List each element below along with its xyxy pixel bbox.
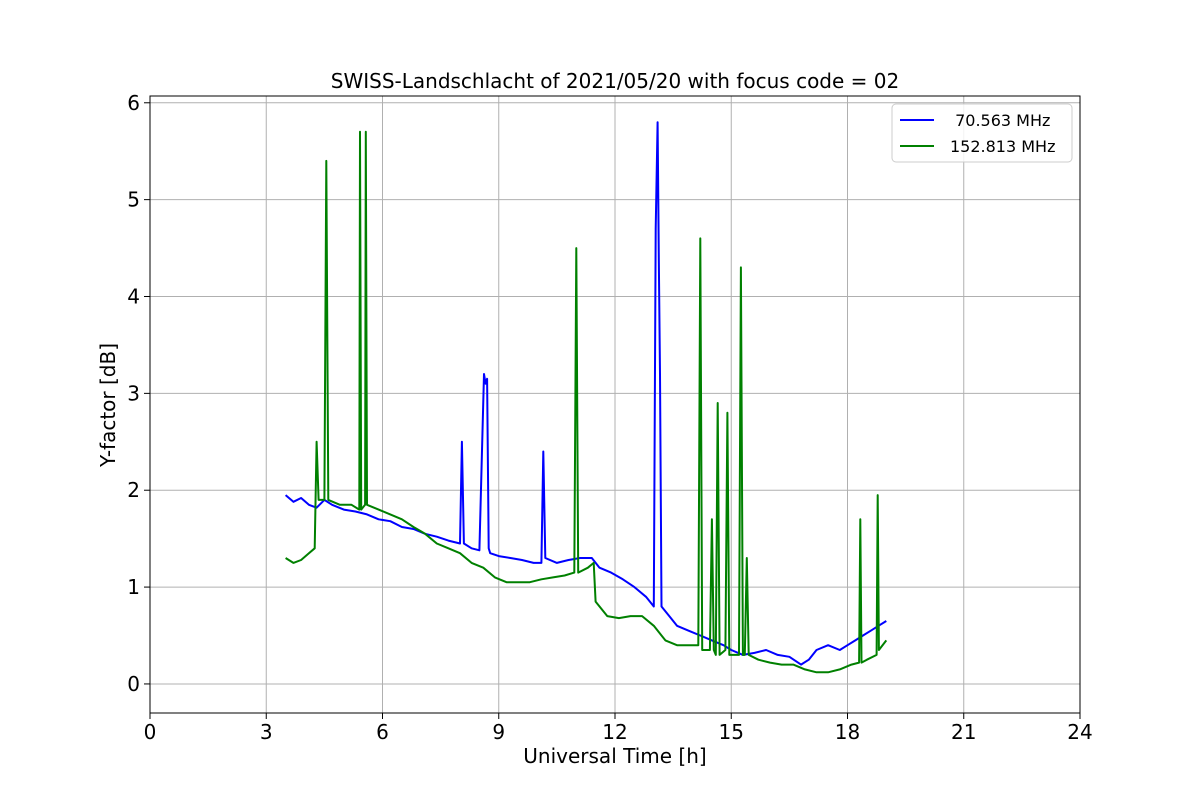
x-tick-label: 6 bbox=[376, 720, 389, 744]
legend-label-0: 70.563 MHz bbox=[950, 111, 1050, 130]
y-tick-label: 3 bbox=[127, 381, 140, 405]
legend-label-1: 152.813 MHz bbox=[950, 137, 1055, 156]
x-tick-label: 18 bbox=[835, 720, 860, 744]
y-tick-label: 4 bbox=[127, 285, 140, 309]
x-tick-label: 21 bbox=[951, 720, 976, 744]
chart-title: SWISS-Landschlacht of 2021/05/20 with fo… bbox=[331, 69, 899, 93]
x-tick-label: 0 bbox=[144, 720, 157, 744]
legend-box bbox=[891, 103, 1073, 163]
x-axis-label: Universal Time [h] bbox=[523, 744, 706, 768]
y-axis-ticks: 0 1 2 3 4 5 6 bbox=[127, 91, 150, 696]
x-axis-ticks: 0 3 6 9 12 15 18 21 24 bbox=[144, 713, 1093, 744]
x-tick-label: 9 bbox=[492, 720, 505, 744]
plot-area bbox=[284, 121, 888, 674]
x-tick-label: 3 bbox=[260, 720, 273, 744]
y-tick-label: 2 bbox=[127, 478, 140, 502]
series-line-1 bbox=[285, 130, 888, 674]
x-tick-label: 24 bbox=[1067, 720, 1092, 744]
y-axis-label: Y-factor [dB] bbox=[96, 343, 120, 468]
y-tick-label: 1 bbox=[127, 575, 140, 599]
x-tick-label: 12 bbox=[602, 720, 627, 744]
y-tick-label: 5 bbox=[127, 188, 140, 212]
y-tick-label: 0 bbox=[127, 672, 140, 696]
x-tick-label: 15 bbox=[719, 720, 744, 744]
legend: 70.563 MHz 152.813 MHz bbox=[891, 103, 1073, 163]
y-tick-label: 6 bbox=[127, 91, 140, 115]
